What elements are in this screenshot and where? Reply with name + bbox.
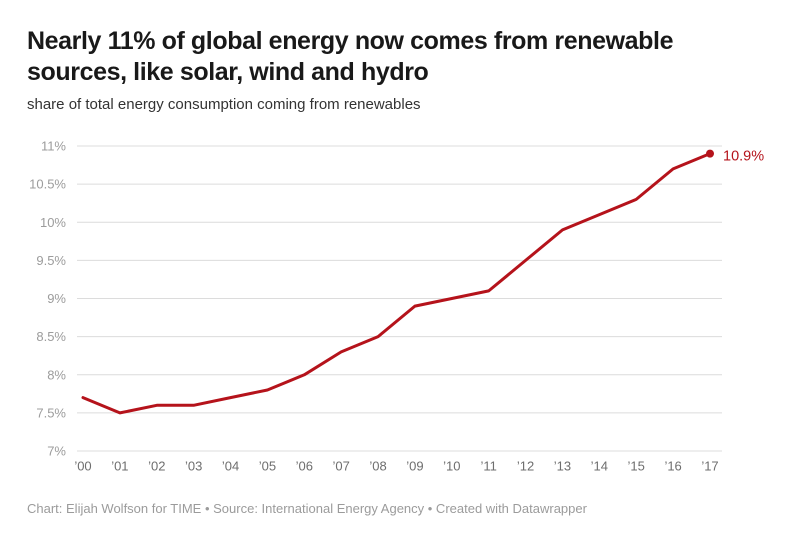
chart-subtitle: share of total energy consumption coming… bbox=[27, 96, 421, 113]
x-axis-tick-label: ’00 bbox=[74, 459, 91, 474]
chart-title: Nearly 11% of global energy now comes fr… bbox=[27, 27, 674, 86]
y-axis-tick-label: 10.5% bbox=[29, 177, 66, 192]
y-axis-tick-label: 11% bbox=[41, 139, 66, 154]
x-axis-tick-label: ’17 bbox=[701, 459, 718, 474]
x-axis-tick-label: ’08 bbox=[369, 459, 386, 474]
x-axis-tick-label: ’11 bbox=[481, 459, 497, 474]
y-axis-tick-label: 10% bbox=[40, 215, 66, 230]
x-axis-tick-label: ’06 bbox=[296, 459, 313, 474]
y-axis-tick-label: 9.5% bbox=[36, 253, 66, 268]
x-axis-tick-label: ’01 bbox=[111, 459, 128, 474]
x-axis-tick-label: ’07 bbox=[332, 459, 349, 474]
end-point-marker bbox=[706, 149, 714, 158]
y-axis-tick-label: 8.5% bbox=[36, 329, 66, 344]
y-axis-tick-label: 7.5% bbox=[36, 405, 66, 420]
x-axis-tick-label: ’12 bbox=[517, 459, 534, 474]
x-axis-tick-label: ’05 bbox=[259, 459, 276, 474]
x-axis-tick-label: ’03 bbox=[185, 459, 202, 474]
chart-credits: Chart: Elijah Wolfson for TIME • Source:… bbox=[27, 501, 587, 516]
x-axis-tick-label: ’16 bbox=[664, 459, 681, 474]
y-axis-tick-label: 9% bbox=[47, 291, 66, 306]
data-line bbox=[81, 152, 712, 415]
x-axis-tick-label: ’14 bbox=[591, 459, 608, 474]
end-value-label: 10.9% bbox=[723, 149, 764, 165]
x-axis-tick-label: ’09 bbox=[406, 459, 423, 474]
x-axis-tick-label: ’15 bbox=[628, 459, 645, 474]
y-axis-tick-label: 8% bbox=[47, 367, 66, 382]
x-axis-tick-label: ’04 bbox=[222, 459, 239, 474]
x-axis-tick-label: ’10 bbox=[443, 459, 460, 474]
x-axis-tick-label: ’02 bbox=[148, 459, 165, 474]
y-axis-tick-label: 7% bbox=[47, 444, 66, 459]
x-axis-tick-label: ’13 bbox=[554, 459, 571, 474]
